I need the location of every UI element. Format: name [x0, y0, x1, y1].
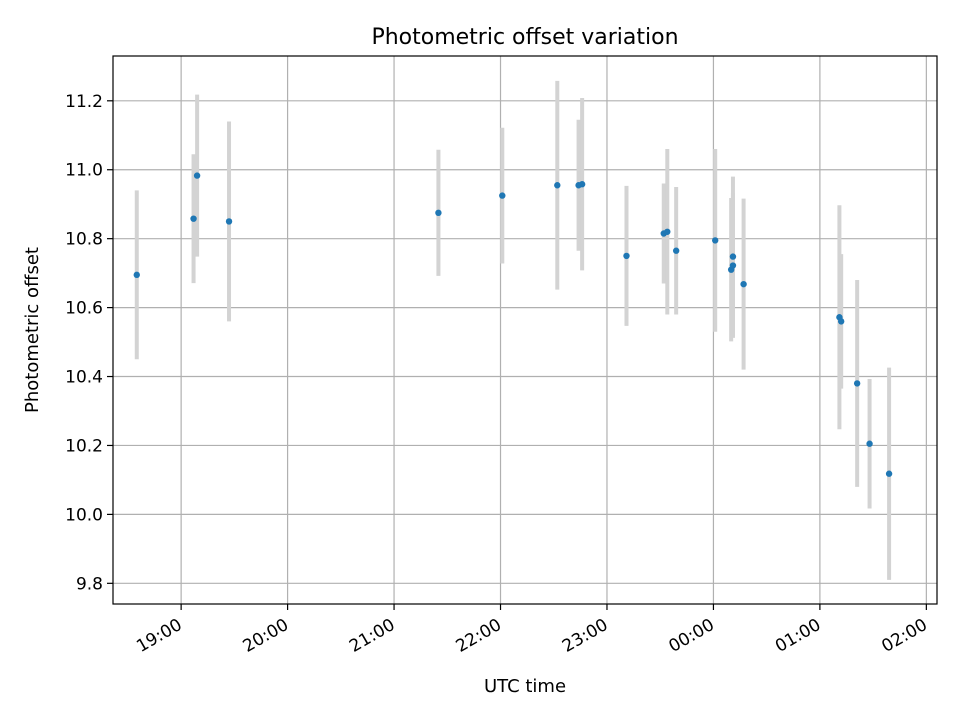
data-point [133, 271, 140, 279]
data-point [190, 215, 197, 222]
data-point [193, 172, 201, 179]
data-point [225, 218, 233, 225]
data-point [866, 440, 873, 447]
data-point [554, 182, 561, 189]
data-points [133, 172, 893, 477]
y-tick-label: 10.8 [65, 230, 103, 250]
y-axis-label: Photometric offset [22, 247, 43, 413]
data-point [885, 470, 893, 477]
y-tick-label: 10.0 [65, 505, 103, 525]
y-tick-label: 9.8 [76, 574, 103, 594]
y-tick-label: 11.0 [65, 161, 103, 181]
data-point [837, 318, 845, 325]
data-point [853, 380, 861, 387]
data-point [729, 253, 737, 260]
x-axis-label: UTC time [484, 676, 566, 697]
y-tick-label: 10.4 [65, 368, 103, 388]
data-point [672, 247, 680, 254]
plot-frame [112, 55, 938, 605]
data-point [435, 209, 442, 217]
data-point [729, 262, 737, 269]
y-axis: 9.8 10.0 10.2 10.4 10.6 10.8 11.0 11.2 [65, 92, 113, 594]
data-point [712, 237, 719, 244]
data-point [623, 252, 630, 260]
y-tick-label: 10.2 [65, 436, 103, 456]
y-tick-label: 11.2 [65, 92, 103, 112]
data-point [499, 192, 506, 199]
data-point [740, 280, 747, 288]
y-tick-label: 10.6 [65, 299, 103, 319]
data-point [664, 228, 671, 235]
data-point [578, 181, 586, 188]
chart-title: Photometric offset variation [371, 25, 678, 50]
